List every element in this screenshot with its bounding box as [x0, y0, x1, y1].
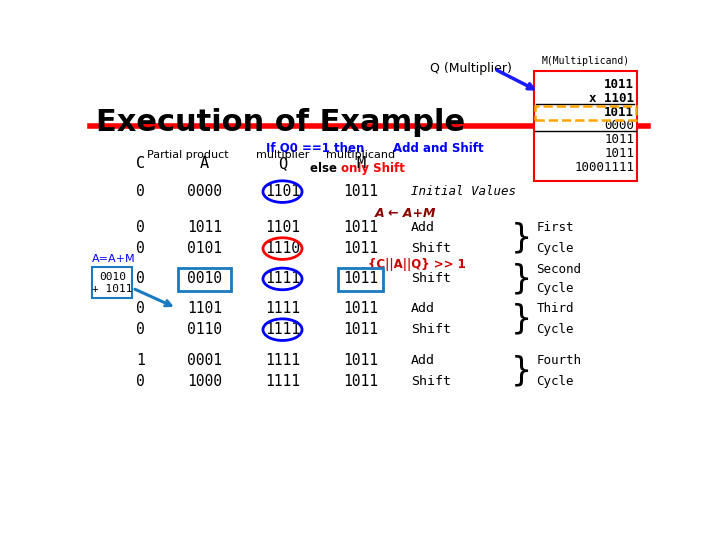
- Text: M(Multiplicand): M(Multiplicand): [541, 56, 629, 66]
- Text: 1011: 1011: [343, 220, 378, 235]
- Text: A ← A+M: A ← A+M: [374, 207, 436, 220]
- Text: Add and Shift: Add and Shift: [393, 141, 484, 155]
- Text: If Q0 ==1 then: If Q0 ==1 then: [266, 141, 368, 155]
- Text: multiplier: multiplier: [256, 151, 309, 160]
- Text: Execution of Example: Execution of Example: [96, 109, 464, 138]
- Text: x 1101: x 1101: [589, 92, 634, 105]
- Text: 1011: 1011: [343, 374, 378, 389]
- Text: 1000: 1000: [187, 374, 222, 389]
- Text: Second: Second: [536, 264, 582, 276]
- Text: 0001: 0001: [187, 353, 222, 368]
- Text: A=A+M: A=A+M: [92, 254, 136, 265]
- Text: 0: 0: [136, 301, 145, 315]
- Text: }: }: [511, 354, 533, 387]
- Text: Add: Add: [411, 354, 435, 367]
- Text: 0: 0: [136, 374, 145, 389]
- Text: Shift: Shift: [411, 273, 451, 286]
- Text: 1011: 1011: [343, 272, 378, 286]
- Text: Cycle: Cycle: [536, 281, 574, 295]
- Text: only Shift: only Shift: [341, 161, 405, 174]
- Text: Third: Third: [536, 301, 574, 314]
- Text: 1110: 1110: [265, 241, 300, 256]
- Text: 1111: 1111: [265, 374, 300, 389]
- Text: 1011: 1011: [604, 78, 634, 91]
- Text: multiplicand: multiplicand: [326, 151, 395, 160]
- Text: 0: 0: [136, 184, 145, 199]
- Text: }: }: [511, 262, 533, 295]
- Text: 1011: 1011: [604, 133, 634, 146]
- Text: + 1011: + 1011: [92, 285, 132, 294]
- Text: Fourth: Fourth: [536, 354, 582, 367]
- Text: 1101: 1101: [187, 301, 222, 315]
- Text: 0000: 0000: [604, 119, 634, 132]
- Text: Partial product: Partial product: [147, 151, 228, 160]
- Text: Cycle: Cycle: [536, 242, 574, 255]
- Text: }: }: [511, 302, 533, 335]
- Text: Shift: Shift: [411, 375, 451, 388]
- Text: else: else: [310, 161, 341, 174]
- Text: C: C: [135, 156, 145, 171]
- Text: 1101: 1101: [265, 184, 300, 199]
- Text: 1011: 1011: [343, 353, 378, 368]
- Text: 0000: 0000: [187, 184, 222, 199]
- Text: 1111: 1111: [265, 322, 300, 337]
- Text: 1011: 1011: [604, 147, 634, 160]
- Text: 1111: 1111: [265, 301, 300, 315]
- Text: 0110: 0110: [187, 322, 222, 337]
- Text: 1011: 1011: [343, 184, 378, 199]
- Text: {C||A||Q} >> 1: {C||A||Q} >> 1: [367, 258, 465, 271]
- Text: Cycle: Cycle: [536, 375, 574, 388]
- Text: 0: 0: [136, 272, 145, 286]
- Text: 0: 0: [136, 241, 145, 256]
- Text: M: M: [356, 156, 365, 171]
- Text: 1101: 1101: [265, 220, 300, 235]
- Text: 0010: 0010: [187, 272, 222, 286]
- FancyBboxPatch shape: [534, 71, 637, 181]
- Text: 0: 0: [136, 322, 145, 337]
- Text: Add: Add: [411, 301, 435, 314]
- Text: 1011: 1011: [343, 301, 378, 315]
- Text: 0: 0: [136, 220, 145, 235]
- Text: Q: Q: [278, 156, 287, 171]
- Text: 10001111: 10001111: [574, 160, 634, 173]
- Text: First: First: [536, 221, 574, 234]
- Text: }: }: [511, 222, 533, 255]
- Text: A: A: [200, 156, 209, 171]
- Text: 0010: 0010: [99, 272, 126, 282]
- Text: 1111: 1111: [265, 353, 300, 368]
- Text: Add: Add: [411, 221, 435, 234]
- Text: 1011: 1011: [343, 241, 378, 256]
- Text: 0101: 0101: [187, 241, 222, 256]
- Text: 1: 1: [136, 353, 145, 368]
- Text: Shift: Shift: [411, 242, 451, 255]
- Text: Q (Multiplier): Q (Multiplier): [431, 63, 512, 76]
- Text: 1011: 1011: [343, 322, 378, 337]
- Text: Shift: Shift: [411, 323, 451, 336]
- Text: 1111: 1111: [265, 272, 300, 286]
- Text: Cycle: Cycle: [536, 323, 574, 336]
- Text: 1011: 1011: [604, 106, 634, 119]
- Text: 1011: 1011: [187, 220, 222, 235]
- FancyBboxPatch shape: [92, 267, 132, 299]
- Text: Initial Values: Initial Values: [411, 185, 516, 198]
